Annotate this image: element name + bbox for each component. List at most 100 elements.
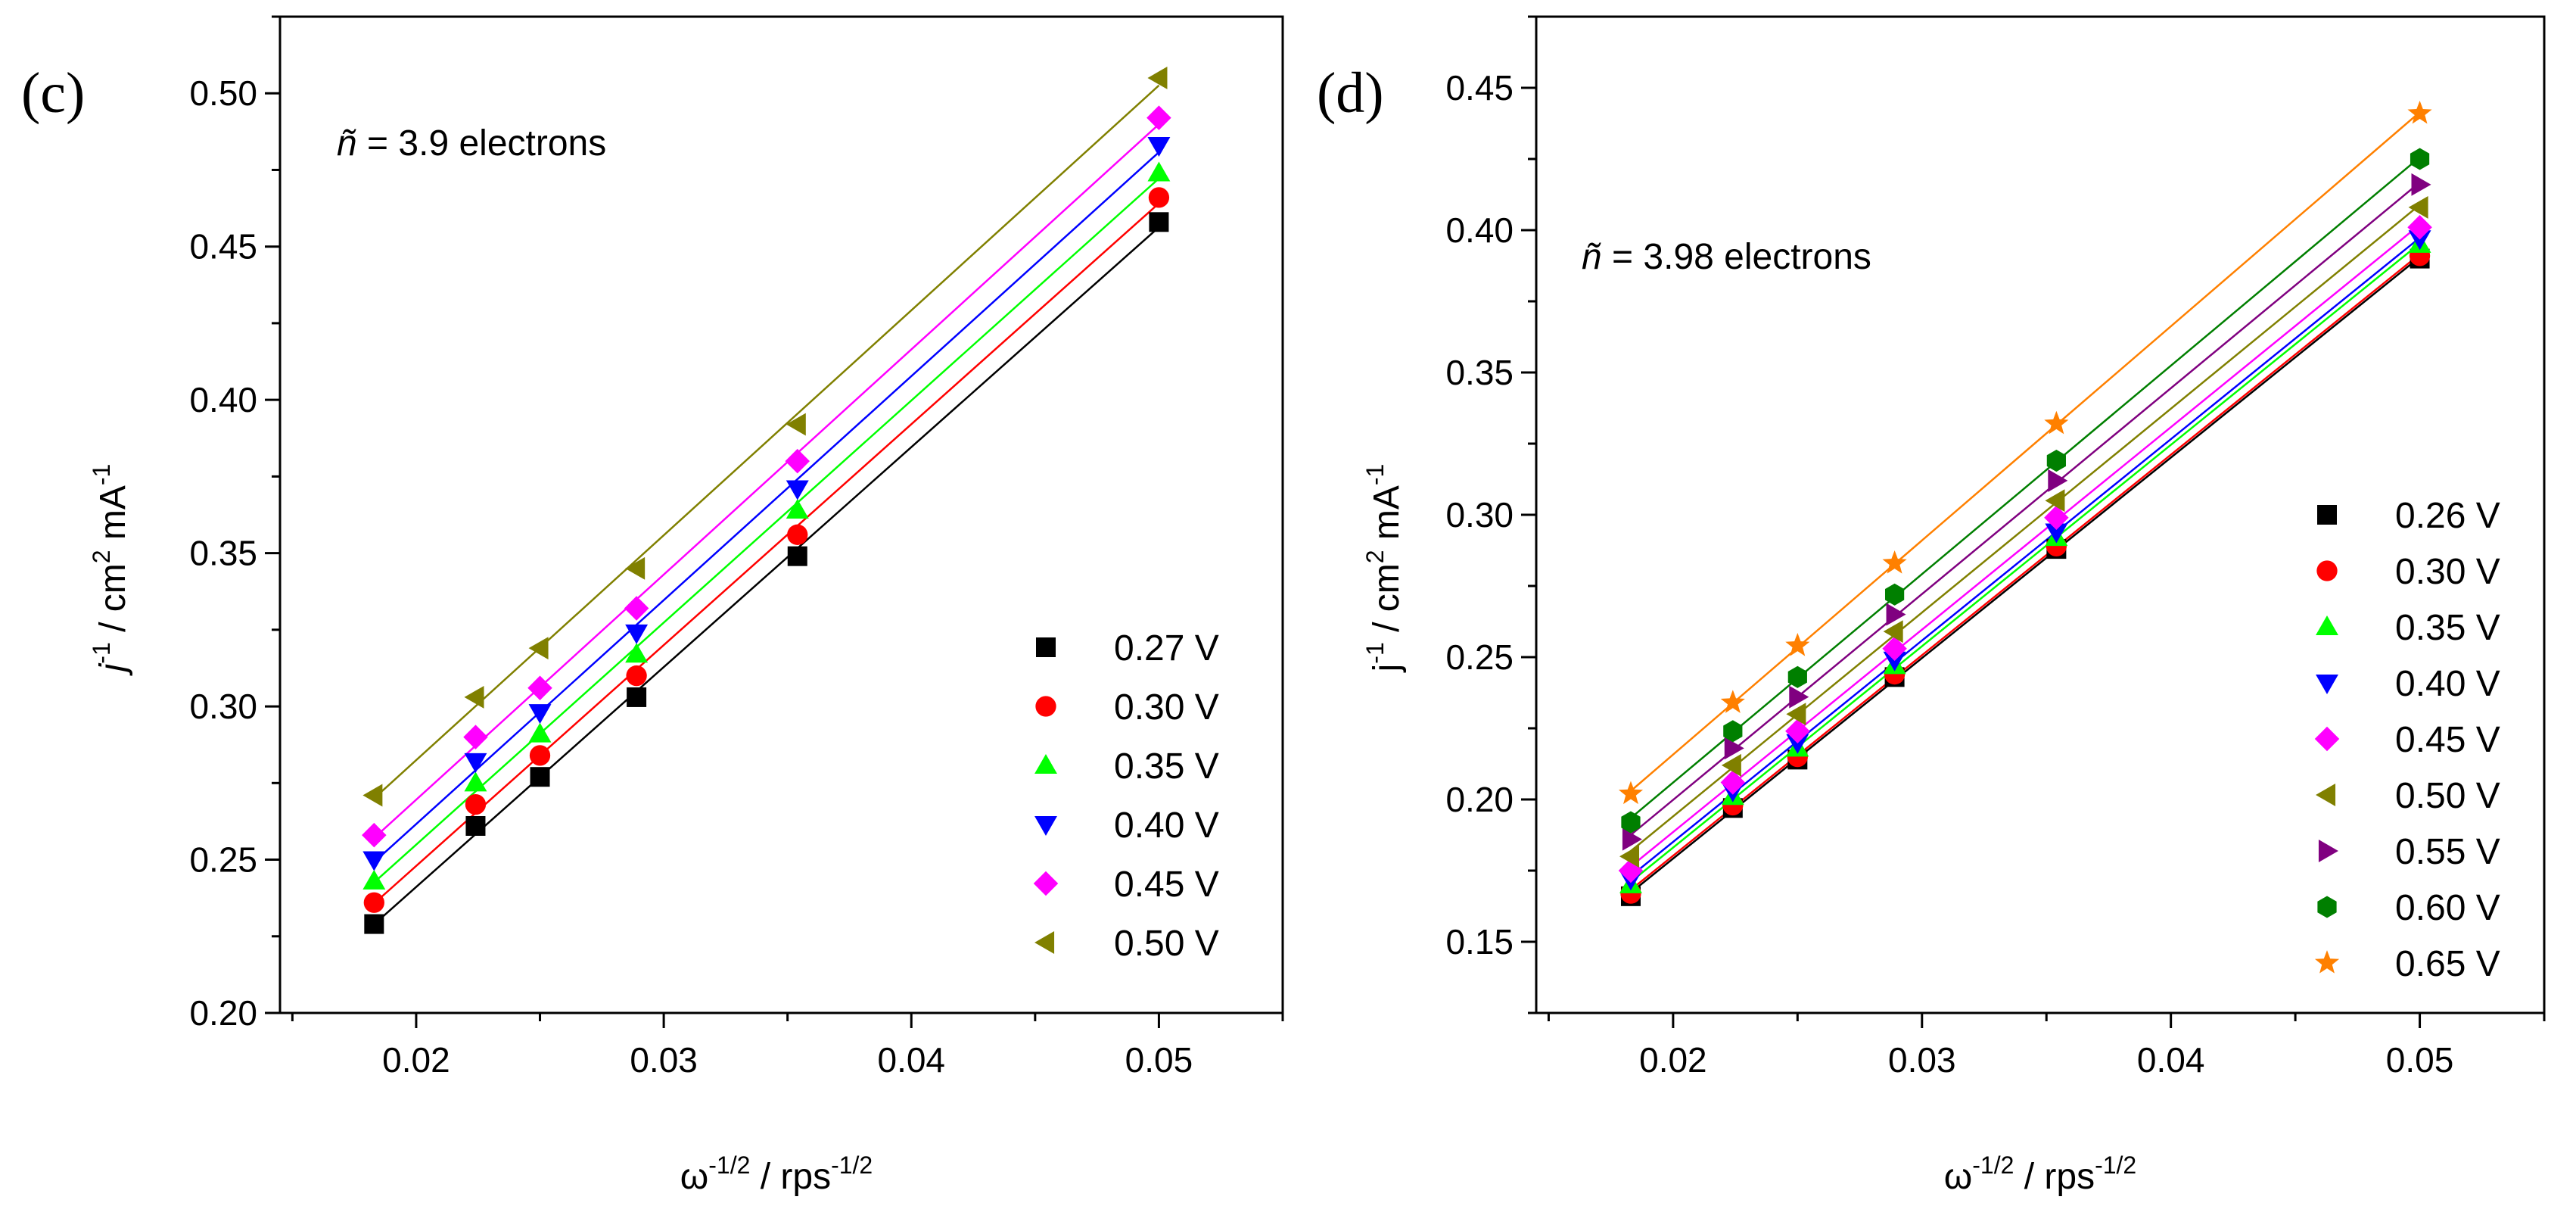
panel-d-y-tick-label: 0.30 [1445,495,1514,534]
panel-c-data-point [465,794,487,815]
panel-c-x-tick-label: 0.02 [382,1040,450,1080]
panel-c-legend-label: 0.40 V [1114,806,1219,846]
panel-c-legend-entry: 0.27 V [1036,628,1219,668]
panel-c-data-point [527,675,552,701]
panel-c-data-point [625,556,646,580]
panel-c-data-point [786,498,809,519]
panel-c-series-2 [362,161,1171,890]
panel-d-legend-label: 0.65 V [2395,944,2500,984]
panel-d-legend-entry: 0.60 V [2317,888,2500,928]
panel-c-legend-label: 0.45 V [1114,865,1219,905]
panel-c-series-4 [362,105,1171,848]
panel-d-data-point [2408,195,2428,219]
panel-d-data-point [1884,583,1905,606]
panel-d-data-point [1622,827,1642,851]
panel-d-legend-label: 0.30 V [2395,552,2500,592]
panel-c-data-point [528,637,549,660]
panel-c-data-point [528,722,552,743]
panel-d-data-point [2048,469,2068,492]
panel-d-data-point [1724,737,1744,760]
panel-d-fit-line-2 [1630,242,2421,883]
panel-c-legend-entry: 0.30 V [1035,687,1219,728]
panel-c-data-point [364,914,384,934]
panel-d-legend-label: 0.60 V [2395,888,2500,928]
panel-c-x-tick-label: 0.05 [1125,1040,1193,1080]
panel-d-data-point [1785,633,1810,656]
panel-d-fit-line-4 [1630,223,2421,868]
panel-d-fit-line-0 [1630,256,2421,894]
panel-c-plot-frame [278,15,1284,1014]
panel-c-fit-line-4 [373,123,1160,839]
panel-d-series-7 [1621,148,2430,834]
panel-d-fit-line-1 [1630,253,2421,891]
panel-d-legend-entry: 0.35 V [2316,608,2500,648]
panel-c-fit-line-1 [373,202,1160,905]
panel-d-data-point [1883,620,1903,644]
panel-c-legend-marker [1036,637,1056,657]
panel-c-legend-entry: 0.40 V [1034,806,1219,846]
panel-d-legend-marker [2317,896,2337,918]
panel-c-data-point [362,851,386,871]
panel-d-legend-label: 0.45 V [2395,720,2500,760]
panel-c-data-point [785,448,810,474]
panel-c-data-point [1147,137,1171,157]
panel-d: (d) j-1 / cm2 mA-1 ω-1/2 / rps-1/2 ñ = 3… [1317,15,2546,1197]
panel-d-legend-entry: 0.40 V [2316,664,2500,704]
panel-c-data-point [1147,67,1168,89]
panel-d-fit-line-7 [1630,156,2421,819]
panel-c-data-point [528,704,552,725]
panel-d-legend-marker [2314,726,2340,752]
panel-c-legend-marker [1034,754,1057,774]
panel-c-series-0 [364,212,1169,934]
panel-c-y-tick-label: 0.25 [189,840,257,880]
panel-c-data-point [1148,187,1170,208]
panel-c-legend-label: 0.30 V [1114,687,1219,728]
panel-d-y-tick-label: 0.35 [1445,353,1514,392]
panel-c-legend-entry: 0.45 V [1033,865,1219,905]
panel-c-data-point [786,413,806,436]
panel-c-y-tick-label: 0.20 [189,993,257,1033]
panel-d-legend-marker [2317,505,2337,525]
panel-c-legend-entry: 0.50 V [1034,924,1219,964]
panel-c-data-point [465,815,486,836]
panel-c-data-point [464,771,487,792]
panel-d-fit-line-3 [1630,237,2421,877]
panel-d-legend-marker [2318,840,2338,862]
panel-d-data-point [1720,690,1745,713]
panel-d-label: (d) [1317,61,1384,125]
panel-d-data-point [2044,410,2069,435]
panel-c-data-point [626,665,647,687]
panel-c-data-point [627,687,647,707]
panel-d-data-point [2407,100,2432,124]
panel-c-data-point [624,596,649,621]
panel-c-legend-marker [1033,871,1059,896]
panel-d-y-tick-label: 0.20 [1445,780,1514,819]
panel-c-fit-line-2 [373,177,1160,883]
panel-d-series-4 [1618,214,2432,883]
panel-c-data-point [362,784,383,807]
panel-c-y-tick-label: 0.45 [189,227,257,266]
panel-d-legend-marker [2316,674,2338,694]
panel-d-x-tick-label: 0.03 [1888,1040,1956,1080]
panel-c-annotation: ñ = 3.9 electrons [337,123,606,164]
panel-d-data-point [2045,489,2065,513]
panel-c-x-axis-title: ω-1/2 / rps-1/2 [680,1151,873,1197]
panel-d-data-point [1720,770,1746,795]
panel-c-data-point [464,753,487,773]
panel-d-series-5 [1619,195,2428,868]
panel-d-data-point [2045,523,2068,544]
panel-c-data-point [786,480,809,500]
panel-c-y-tick-label: 0.50 [189,73,257,113]
panel-d-legend-marker [2316,615,2338,636]
panel-d-annotation: ñ = 3.98 electrons [1582,237,1871,277]
panel-c-legend-label: 0.27 V [1114,628,1219,668]
panel-d-x-tick-label: 0.04 [2137,1040,2205,1080]
panel-c-legend-marker [1035,696,1056,717]
panel-d-data-point [1789,685,1809,709]
panel-d-data-point [1785,718,1810,744]
panel-d-data-point [1721,753,1741,777]
panel-c-data-point [463,725,488,749]
panel-c-data-point [529,745,551,766]
panel-c-fit-line-5 [373,84,1160,799]
panel-d-data-point [2046,450,2066,472]
